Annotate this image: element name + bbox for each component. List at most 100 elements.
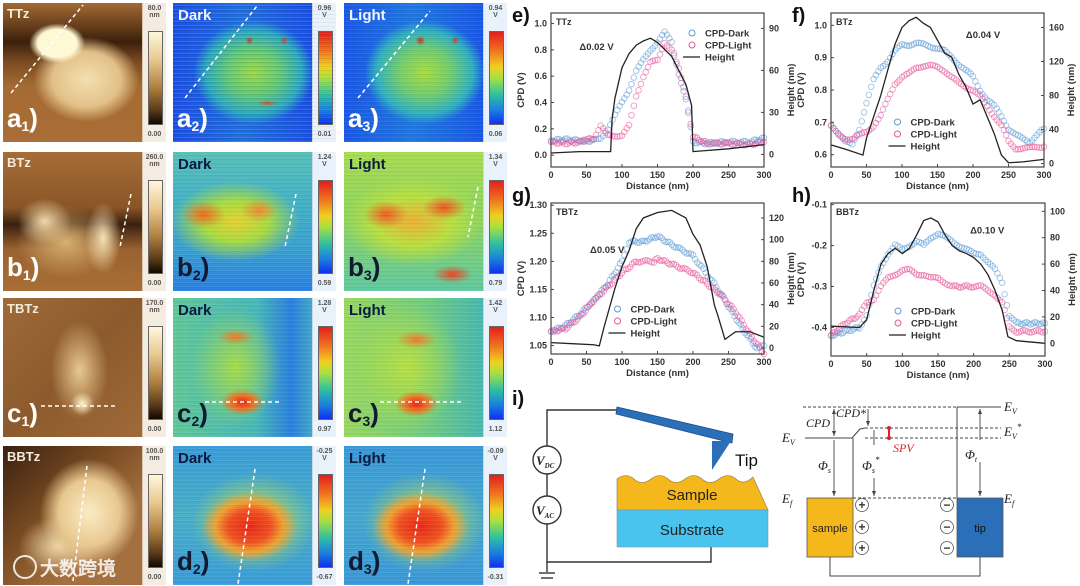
x-tick-label: 50 xyxy=(581,170,591,180)
panel-label: f) xyxy=(792,5,805,27)
data-point xyxy=(927,274,935,281)
svg-text:VDC: VDC xyxy=(536,453,555,470)
data-point xyxy=(628,111,635,119)
legend-marker-icon xyxy=(688,29,696,37)
data-point xyxy=(687,269,695,277)
data-point xyxy=(737,321,744,328)
data-point xyxy=(929,44,937,52)
ground-icon xyxy=(539,572,555,579)
chart-title: TTz xyxy=(556,17,572,27)
legend-marker-icon xyxy=(894,319,902,327)
ev-star-label: EV* xyxy=(1003,422,1022,441)
afm-image-bbtz: BBTz 大数跨境 100.0 nm 0.00 xyxy=(3,446,166,585)
x-axis-label: Distance (nm) xyxy=(906,181,969,192)
y-right-tick-label: 60 xyxy=(1050,259,1060,269)
phi-t-label: Φt xyxy=(965,447,978,464)
colorbar: 260.0 nm 0.00 xyxy=(142,152,166,291)
y-right-tick-label: 80 xyxy=(1049,91,1059,101)
data-point xyxy=(740,142,747,149)
chart-title: BTz xyxy=(836,17,853,27)
data-point xyxy=(662,238,669,246)
x-tick-label: 0 xyxy=(828,170,833,180)
data-point xyxy=(608,280,616,287)
data-point xyxy=(863,99,870,107)
legend-marker-icon xyxy=(894,118,901,126)
plus-icon: + xyxy=(858,541,865,555)
data-point xyxy=(740,322,747,329)
data-point xyxy=(696,261,703,268)
x-tick-label: 150 xyxy=(930,359,945,369)
y-tick-label: 1.05 xyxy=(529,341,547,351)
y-right-tick-label: 60 xyxy=(769,65,779,75)
y-tick-label: 1.15 xyxy=(529,284,547,294)
cpd-map xyxy=(344,298,483,437)
tip-icon xyxy=(712,441,731,470)
data-point xyxy=(752,140,760,148)
panel-label: b3 xyxy=(348,253,380,289)
data-point xyxy=(582,307,589,315)
delta-annotation: Δ0.02 V xyxy=(579,42,614,53)
data-point xyxy=(668,260,675,268)
data-point xyxy=(901,266,908,273)
x-tick-label: 0 xyxy=(548,170,553,180)
data-point xyxy=(844,136,851,143)
kpfm-light-bbtz: Light d3 -0.09V-0.31 xyxy=(344,446,507,585)
data-point xyxy=(1032,327,1040,334)
chart-ttz: e) 0 50 100 150 200 250 300 0.0 0.2 0.4 0.6 0.8 1.0 0 3… xyxy=(512,5,797,192)
y-tick-label: -0.1 xyxy=(811,200,827,210)
y-right-tick-label: 20 xyxy=(1050,312,1060,322)
data-point xyxy=(722,296,729,304)
y-tick-label: 0.6 xyxy=(534,71,547,81)
ev-left-label: EV xyxy=(781,430,796,447)
data-point xyxy=(606,282,614,289)
y-tick-label: 0.6 xyxy=(814,150,827,160)
y-right-tick-label: 120 xyxy=(1049,56,1064,66)
data-point xyxy=(648,234,655,241)
y-tick-label: 0.9 xyxy=(814,53,827,63)
data-point xyxy=(1026,329,1033,336)
x-tick-label: 0 xyxy=(548,357,553,367)
data-point xyxy=(1012,146,1019,153)
series-cpd-dark xyxy=(827,39,1048,148)
data-point xyxy=(611,133,619,140)
data-point xyxy=(654,233,661,240)
data-point xyxy=(858,118,866,125)
data-point xyxy=(1013,329,1020,336)
y-right-tick-label: 0 xyxy=(1050,338,1055,348)
data-point xyxy=(961,282,969,289)
data-point xyxy=(850,325,857,333)
x-axis-label: Distance (nm) xyxy=(626,368,689,379)
data-point xyxy=(1033,143,1041,151)
phi-s-star-label: Φs* xyxy=(862,455,880,475)
y-tick-label: -0.3 xyxy=(811,281,827,291)
data-point xyxy=(734,312,741,320)
y-right-tick-label: 30 xyxy=(769,107,779,117)
mode-label: Light xyxy=(349,450,386,467)
y-right-tick-label: 0 xyxy=(769,149,774,159)
legend-label: CPD-Light xyxy=(911,319,958,330)
series-cpd-light xyxy=(827,265,1049,339)
x-tick-label: 100 xyxy=(614,170,629,180)
y-right-tick-label: 80 xyxy=(769,256,779,266)
y-tick-label: 0.2 xyxy=(534,124,547,134)
colorbar: 1.24 V 0.59 xyxy=(312,152,336,291)
watermark: 大数跨境 xyxy=(13,554,116,581)
data-point xyxy=(646,236,653,243)
x-tick-label: 250 xyxy=(1001,170,1016,180)
data-point xyxy=(592,135,600,143)
data-point xyxy=(1036,144,1043,151)
data-point xyxy=(706,141,713,148)
data-point xyxy=(608,273,616,280)
data-point xyxy=(588,300,595,307)
sample-box xyxy=(806,497,854,558)
colorbar: 80.0 nm 0.00 xyxy=(142,3,166,142)
data-point xyxy=(622,265,630,273)
data-point xyxy=(730,305,737,313)
data-point xyxy=(635,87,642,94)
legend-marker-icon xyxy=(614,317,621,325)
y-tick-label: 0.8 xyxy=(814,85,827,95)
